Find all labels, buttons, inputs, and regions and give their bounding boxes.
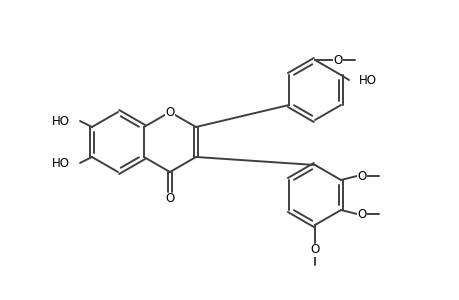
Text: O: O [310,244,319,256]
Text: HO: HO [52,157,70,169]
Text: O: O [357,169,366,182]
Text: HO: HO [52,115,70,128]
Text: O: O [333,53,342,67]
Text: O: O [165,193,174,206]
Text: O: O [357,208,366,220]
Text: O: O [165,106,174,118]
Text: HO: HO [358,74,376,86]
